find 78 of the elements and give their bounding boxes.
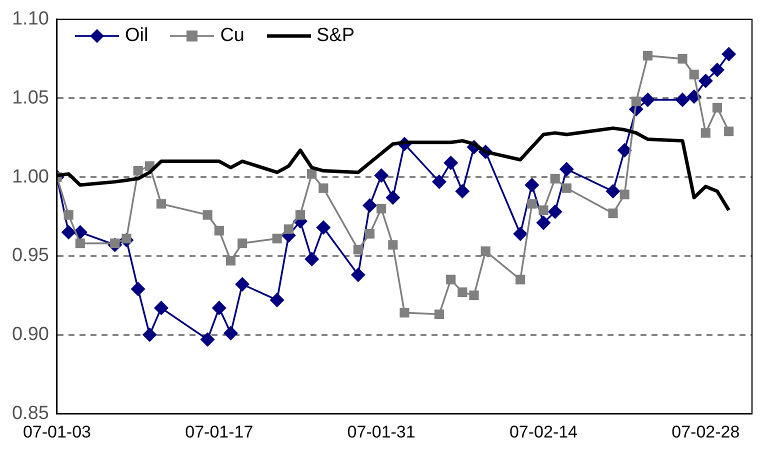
point xyxy=(376,204,386,214)
point xyxy=(362,198,377,212)
x-tick-label: 07-01-03 xyxy=(22,422,92,442)
y-tick-label: 0.85 xyxy=(12,402,49,424)
point xyxy=(538,205,548,215)
point xyxy=(469,290,479,300)
point xyxy=(374,168,388,182)
point xyxy=(620,190,630,200)
point xyxy=(62,225,76,240)
point xyxy=(154,301,168,315)
point xyxy=(353,244,363,254)
x-tick-label: 07-01-31 xyxy=(347,422,416,442)
point xyxy=(608,208,618,218)
point xyxy=(444,156,458,170)
point xyxy=(458,287,468,297)
point xyxy=(548,204,562,219)
point xyxy=(689,70,699,80)
point xyxy=(75,238,85,248)
point xyxy=(364,229,375,239)
point xyxy=(212,301,226,315)
point xyxy=(316,220,330,234)
point xyxy=(642,50,653,60)
point xyxy=(480,246,490,256)
point xyxy=(156,199,166,209)
y-tick-label: 1.00 xyxy=(12,166,49,188)
legend-label: Oil xyxy=(124,25,148,48)
point xyxy=(676,92,690,107)
point xyxy=(388,240,398,250)
point xyxy=(536,216,550,230)
point xyxy=(525,178,539,192)
point xyxy=(224,326,238,340)
point xyxy=(226,256,236,266)
point xyxy=(560,162,574,176)
point xyxy=(432,174,446,189)
point xyxy=(456,184,470,198)
point xyxy=(698,74,713,88)
point xyxy=(272,234,282,244)
point xyxy=(386,190,400,204)
point xyxy=(214,226,224,236)
point xyxy=(351,268,366,282)
point xyxy=(446,274,456,284)
point xyxy=(700,128,710,138)
point xyxy=(678,54,688,64)
x-tick-label: 07-02-14 xyxy=(509,422,578,442)
y-tick-label: 1.05 xyxy=(12,87,49,108)
point xyxy=(516,274,526,284)
point xyxy=(687,90,701,104)
point xyxy=(270,293,284,307)
point xyxy=(238,238,248,248)
y-tick-label: 0.90 xyxy=(12,324,49,345)
point xyxy=(318,183,328,193)
point xyxy=(235,277,250,292)
point xyxy=(202,210,212,220)
x-tick-label: 07-01-17 xyxy=(185,422,254,442)
point xyxy=(640,92,655,107)
point xyxy=(200,332,214,346)
point xyxy=(64,210,74,220)
point xyxy=(562,183,572,193)
point xyxy=(131,282,145,296)
point xyxy=(307,169,317,179)
point xyxy=(295,210,306,220)
point xyxy=(527,199,537,209)
point xyxy=(513,226,528,241)
y-tick-label: 0.95 xyxy=(12,245,49,266)
point xyxy=(606,184,620,198)
point xyxy=(550,174,560,184)
point xyxy=(618,143,632,158)
legend-label: Cu xyxy=(220,25,244,48)
legend-label: S&P xyxy=(316,25,355,48)
point xyxy=(631,96,641,106)
x-tick-label: 07-02-28 xyxy=(672,422,740,442)
point xyxy=(304,252,319,266)
point xyxy=(142,328,157,342)
point xyxy=(133,166,143,176)
y-tick-label: 1.10 xyxy=(12,8,49,30)
point xyxy=(284,224,294,234)
point xyxy=(400,308,410,318)
point xyxy=(434,309,444,320)
